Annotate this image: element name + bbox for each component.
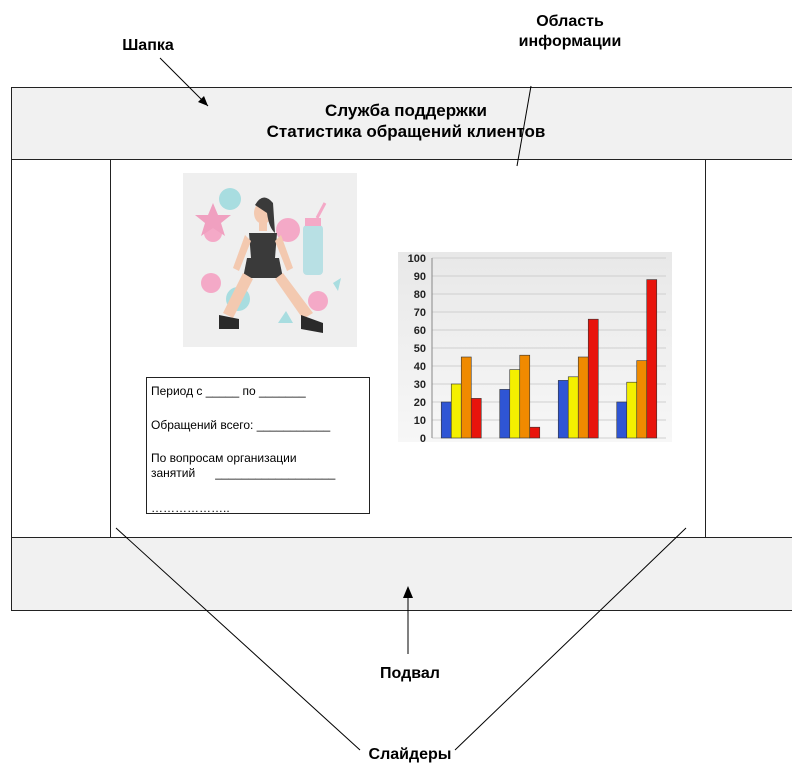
left-slider-divider xyxy=(110,160,111,537)
header-pointer-arrowhead xyxy=(198,96,208,106)
total-requests-field: Обращений всего: ___________ xyxy=(151,418,331,432)
header-subtitle: Статистика обращений клиентов xyxy=(266,122,546,141)
topic-field-line1: По вопросам организации xyxy=(151,451,297,465)
bar-chart-svg: 0 10 20 30 40 50 60 70 80 90 100 xyxy=(408,253,666,445)
left-slider-pointer xyxy=(115,527,361,751)
y-tick-label: 50 xyxy=(414,343,426,355)
period-field: Период с _____ по _______ xyxy=(151,384,306,398)
bar xyxy=(519,354,531,439)
ellipsis-line: ……………….. xyxy=(151,501,230,515)
y-tick-label: 10 xyxy=(414,415,426,427)
y-tick-label: 90 xyxy=(414,271,426,283)
fitness-illustration xyxy=(183,173,357,347)
y-tick-label: 40 xyxy=(414,361,426,373)
sliders-caption: Слайдеры xyxy=(368,746,452,763)
fitness-woman-icon xyxy=(195,188,341,333)
info-area-caption: Область информации xyxy=(500,12,640,52)
y-tick-label: 20 xyxy=(414,397,426,409)
header-caption: Шапка xyxy=(122,37,174,54)
info-area-pointer xyxy=(516,85,532,167)
info-area-caption-line2: информации xyxy=(518,33,622,50)
header-pointer xyxy=(159,57,209,107)
bar xyxy=(460,356,472,439)
y-tick-label: 100 xyxy=(408,253,426,265)
bar xyxy=(529,426,541,439)
footer-caption: Подвал xyxy=(380,665,440,682)
bar xyxy=(587,318,599,439)
bar xyxy=(470,398,482,439)
content-area xyxy=(11,160,792,537)
y-tick-label: 60 xyxy=(414,325,426,337)
topic-field-line2: занятий __________________ xyxy=(151,466,336,480)
y-tick-label: 30 xyxy=(414,379,426,391)
header-area: Служба поддержки Статистика обращений кл… xyxy=(11,87,792,160)
info-area-caption-line1: Область xyxy=(536,13,604,30)
footer-pointer-arrowhead xyxy=(403,586,413,598)
y-tick-label: 0 xyxy=(420,433,426,442)
footer-area xyxy=(11,537,792,611)
bar xyxy=(646,279,658,439)
y-tick-label: 80 xyxy=(414,289,426,301)
right-slider-pointer xyxy=(454,527,687,751)
bar-chart: 0 10 20 30 40 50 60 70 80 90 100 xyxy=(398,252,672,445)
report-form: Период с _____ по _______ Обращений всег… xyxy=(146,377,370,515)
header-title: Служба поддержки xyxy=(325,101,487,120)
right-slider-divider xyxy=(705,160,706,537)
y-tick-label: 70 xyxy=(414,307,426,319)
